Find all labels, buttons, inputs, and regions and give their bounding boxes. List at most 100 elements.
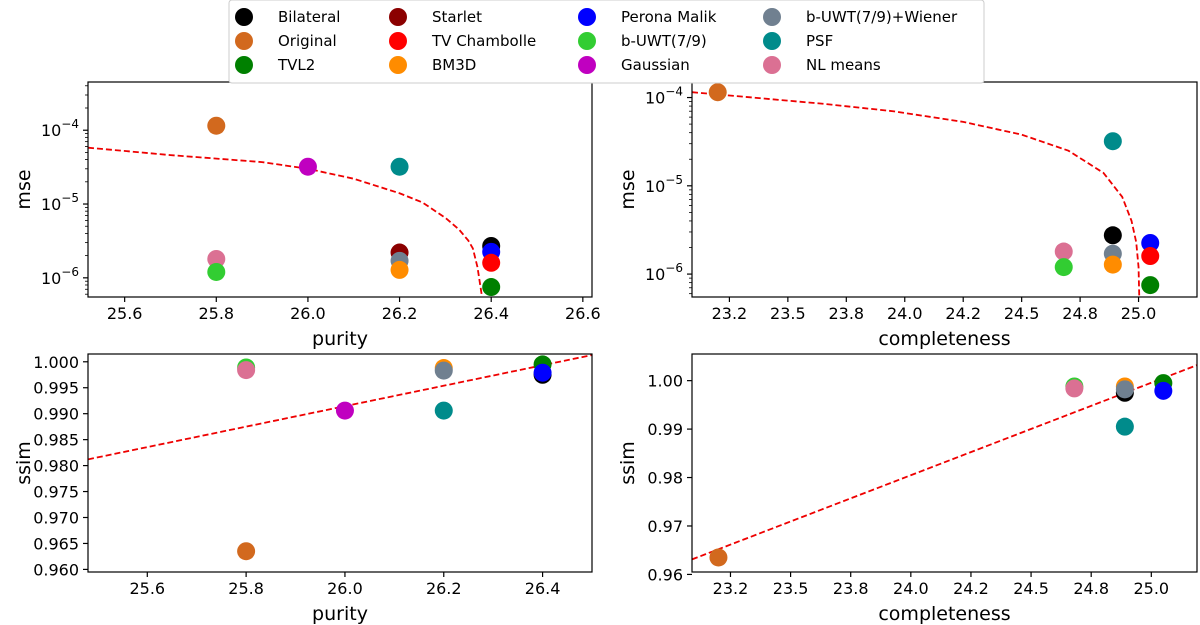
point-b-uwt-7-9-wiener (434, 361, 453, 380)
x-tick-label: 26.2 (426, 579, 462, 598)
y-tick-label: 10−5 (41, 191, 79, 214)
legend-marker (578, 56, 596, 74)
y-tick-label: 10−4 (645, 85, 683, 108)
y-tick-label: 0.99 (647, 420, 683, 439)
fit-line (88, 146, 483, 297)
point-bm3d (1103, 255, 1122, 274)
y-axis-label: mse (617, 169, 639, 209)
legend-label: Perona Malik (621, 8, 717, 26)
legend-marker (235, 32, 253, 50)
point-original (708, 83, 727, 102)
point-nl-means (207, 249, 226, 268)
x-tick-label: 23.8 (828, 304, 864, 323)
x-tick-label: 25.8 (198, 304, 234, 323)
y-tick-label: 0.990 (33, 405, 79, 424)
legend-marker (235, 56, 253, 74)
point-b-uwt-7-9-wiener (1115, 380, 1134, 399)
legend-item: Starlet (389, 8, 482, 26)
point-original (207, 116, 226, 135)
point-b-uwt-7-9- (1054, 258, 1073, 277)
x-tick-label: 24.5 (1013, 579, 1049, 598)
legend-label: Original (278, 32, 337, 50)
x-tick-label: 26.4 (473, 304, 509, 323)
point-psf (390, 157, 409, 176)
point-bm3d (390, 260, 409, 279)
y-tick-label: 0.980 (33, 457, 79, 476)
x-tick-label: 24.2 (953, 579, 989, 598)
y-tick-label: 0.995 (33, 379, 79, 398)
x-tick-label: 23.8 (833, 579, 869, 598)
y-tick-label: 10−4 (41, 117, 79, 140)
legend-item: BM3D (389, 56, 476, 74)
x-axis-label: purity (312, 328, 368, 350)
legend-label: BM3D (432, 56, 476, 74)
point-perona-malik (533, 363, 552, 382)
x-tick-label: 25.6 (129, 579, 165, 598)
legend-item: b-UWT(7/9) (578, 32, 707, 50)
x-tick-label: 25.6 (107, 304, 143, 323)
x-tick-label: 26.0 (327, 579, 363, 598)
legend-item: Gaussian (578, 56, 690, 74)
legend-label: b-UWT(7/9) (621, 32, 707, 50)
point-tv-chambolle (1141, 247, 1160, 266)
x-tick-label: 26.2 (382, 304, 418, 323)
point-nl-means (1065, 379, 1084, 398)
subplot-1: 25.6 25.8 26.0 26.2 26.4 26.6 10−6 10−5 10−4 puri… (13, 81, 601, 350)
point-psf (434, 401, 453, 420)
point-perona-malik (1141, 234, 1160, 252)
y-tick-label: 0.975 (33, 483, 79, 502)
point-perona-malik (1154, 381, 1173, 400)
legend-label: Starlet (432, 8, 482, 26)
y-tick-label: 1.000 (33, 353, 79, 372)
legend-marker (763, 32, 781, 50)
point-original (237, 542, 256, 561)
legend-item: PSF (763, 32, 833, 50)
point-gaussian (335, 401, 354, 420)
legend-item: Bilateral (235, 8, 340, 26)
y-tick-label: 10−6 (645, 261, 683, 284)
fit-line (692, 364, 1197, 561)
point-tvl2 (1141, 276, 1160, 295)
point-original (709, 548, 728, 567)
x-tick-label: 23.5 (770, 304, 806, 323)
legend-item: Original (235, 32, 337, 50)
x-tick-label: 25.0 (1121, 304, 1157, 323)
legend-label: PSF (806, 32, 833, 50)
y-tick-label: 1.00 (647, 372, 683, 391)
axes-frame (691, 353, 1198, 573)
point-tv-chambolle (482, 253, 501, 272)
legend-label: NL means (806, 56, 881, 74)
axes-frame (87, 81, 593, 298)
point-nl-means (237, 361, 256, 380)
x-tick-label: 26.0 (290, 304, 326, 323)
x-axis-label: completeness (878, 603, 1010, 625)
subplot-4: 23.2 23.5 23.8 24.0 24.2 24.5 24.8 25.0 0.96 0.97… (617, 353, 1198, 625)
y-axis-label: mse (13, 169, 35, 209)
legend-label: Gaussian (621, 56, 690, 74)
x-tick-label: 26.6 (565, 304, 601, 323)
subplot-2: 23.2 23.5 23.8 24.0 24.2 24.5 24.8 25.0 10−6 10−5… (617, 81, 1198, 350)
legend-marker (763, 56, 781, 74)
x-tick-label: 24.5 (1004, 304, 1040, 323)
x-tick-label: 24.0 (893, 579, 929, 598)
x-tick-label: 24.2 (945, 304, 981, 323)
y-tick-label: 10−5 (645, 173, 683, 196)
legend-marker (578, 8, 596, 26)
point-nl-means (1054, 242, 1073, 261)
x-tick-label: 23.2 (713, 579, 749, 598)
x-tick-label: 26.4 (525, 579, 561, 598)
legend: Bilateral Original TVL2 Starlet TV Chambolle… (228, 0, 985, 84)
legend-label: b-UWT(7/9)+Wiener (806, 8, 958, 26)
y-tick-label: 0.960 (33, 560, 79, 579)
legend-item: TV Chambolle (389, 32, 536, 50)
legend-item: NL means (763, 56, 881, 74)
y-axis-label: ssim (13, 441, 35, 485)
legend-marker (578, 32, 596, 50)
x-tick-label: 24.8 (1073, 579, 1109, 598)
x-tick-label: 24.8 (1062, 304, 1098, 323)
x-axis-label: completeness (878, 328, 1010, 350)
y-tick-label: 0.965 (33, 534, 79, 553)
y-tick-label: 0.985 (33, 431, 79, 450)
legend-label: Bilateral (278, 8, 340, 26)
